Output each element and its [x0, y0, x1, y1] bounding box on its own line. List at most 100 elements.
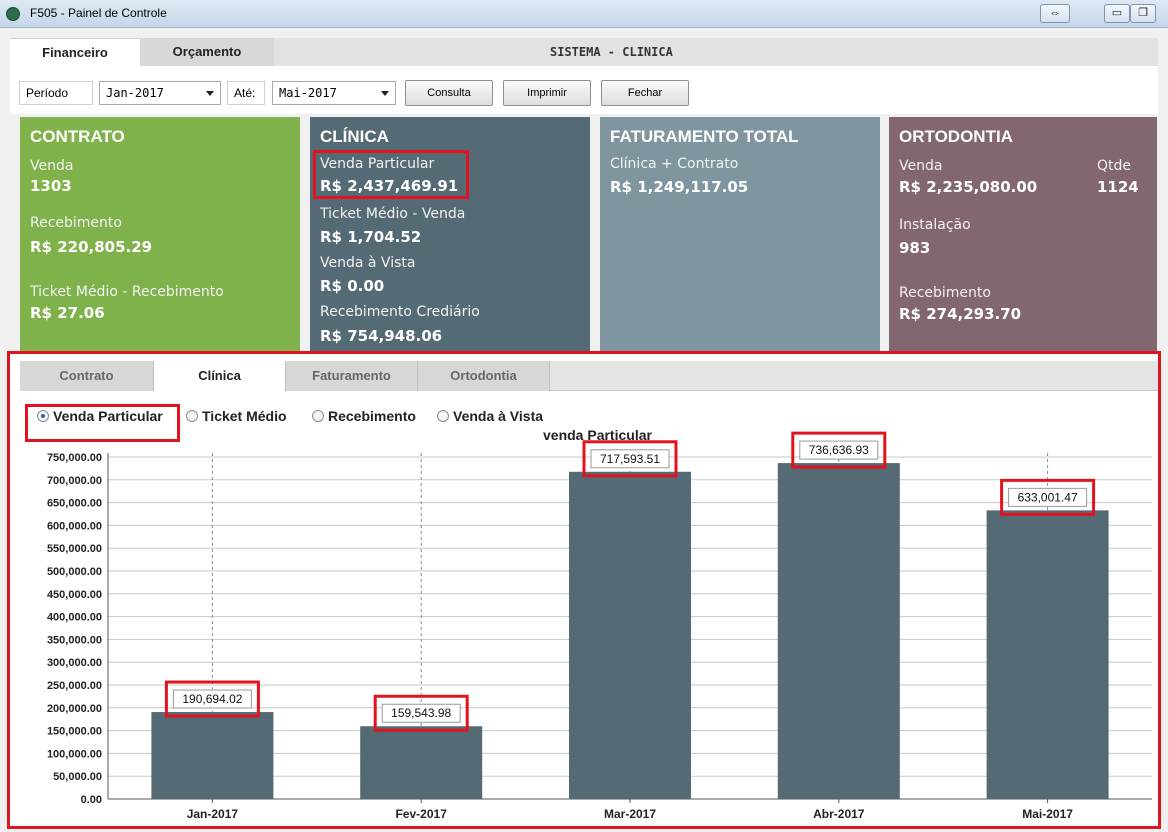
- contrato-venda-value: 1303: [30, 177, 72, 195]
- period-to-value: Mai-2017: [279, 86, 337, 100]
- faturamento-label: Clínica + Contrato: [610, 156, 739, 172]
- y-tick-label: 400,000.00: [47, 612, 102, 624]
- contrato-venda-label: Venda: [30, 158, 74, 174]
- card-ortodontia: ORTODONTIA Venda R$ 2,235,080.00 Qtde 11…: [889, 117, 1157, 353]
- radio-venda-vista[interactable]: Venda à Vista: [437, 408, 543, 424]
- value-label-box: [799, 440, 879, 460]
- faturamento-value: R$ 1,249,117.05: [610, 178, 749, 196]
- radio-ticket-label: Ticket Médio: [202, 408, 287, 424]
- system-title: SISTEMA - CLINICA: [550, 45, 673, 59]
- value-label-box: [381, 703, 461, 723]
- y-tick-label: 750,000.00: [47, 452, 102, 464]
- consulta-button[interactable]: Consulta: [405, 80, 493, 106]
- radio-recebimento-label: Recebimento: [328, 408, 416, 424]
- value-label-box: [1008, 487, 1088, 507]
- y-tick-label: 550,000.00: [47, 543, 102, 555]
- value-label-box: [590, 449, 670, 469]
- resize-arrows-icon[interactable]: ⇔: [1040, 4, 1070, 23]
- y-tick-label: 100,000.00: [47, 748, 102, 760]
- clinica-crediario-label: Recebimento Crediário: [320, 304, 480, 320]
- subtab-clinica[interactable]: Clínica: [154, 361, 286, 392]
- value-label: 717,593.51: [600, 452, 660, 466]
- card-contrato: CONTRATO Venda 1303 Recebimento R$ 220,8…: [20, 117, 300, 353]
- ortodontia-venda-label: Venda: [899, 158, 943, 174]
- window-title: F505 - Painel de Controle: [30, 6, 167, 20]
- x-tick-label: Mar-2017: [604, 807, 656, 821]
- radio-recebimento[interactable]: Recebimento: [312, 408, 416, 424]
- bar: [986, 510, 1109, 799]
- y-tick-label: 150,000.00: [47, 726, 102, 738]
- fechar-button[interactable]: Fechar: [601, 80, 689, 106]
- periodo-label: Período: [19, 81, 93, 105]
- clinica-ticket-label: Ticket Médio - Venda: [320, 206, 466, 222]
- chart-title: venda Particular: [543, 427, 652, 443]
- x-tick-label: Fev-2017: [396, 807, 448, 821]
- card-title: ORTODONTIA: [899, 127, 1013, 146]
- clinica-crediario-value: R$ 754,948.06: [320, 327, 443, 345]
- window-titlebar: F505 - Painel de Controle ⇔ ▭ ❐: [0, 0, 1168, 28]
- highlight-chart-area: [7, 351, 1161, 829]
- value-label: 190,694.02: [182, 692, 242, 706]
- highlight-value: [1000, 478, 1096, 516]
- ortodontia-qtde-label: Qtde: [1097, 158, 1132, 174]
- y-tick-label: 50,000.00: [53, 771, 102, 783]
- highlight-value: [582, 440, 678, 478]
- y-tick-label: 500,000.00: [47, 566, 102, 578]
- period-from-select[interactable]: Jan-2017: [99, 81, 221, 105]
- highlight-value: [373, 694, 469, 732]
- period-from-value: Jan-2017: [106, 86, 164, 100]
- contrato-ticket-label: Ticket Médio - Recebimento: [30, 284, 224, 300]
- card-title: CLÍNICA: [320, 127, 389, 146]
- tab-orcamento[interactable]: Orçamento: [140, 38, 274, 66]
- y-tick-label: 350,000.00: [47, 634, 102, 646]
- bar: [777, 463, 900, 799]
- card-title: CONTRATO: [30, 127, 125, 146]
- contrato-recebimento-label: Recebimento: [30, 215, 122, 231]
- subtab-faturamento[interactable]: Faturamento: [286, 361, 418, 391]
- y-tick-label: 250,000.00: [47, 680, 102, 692]
- y-tick-label: 300,000.00: [47, 657, 102, 669]
- ortodontia-recebimento-label: Recebimento: [899, 285, 991, 301]
- top-tabs: Financeiro Orçamento SISTEMA - CLINICA: [10, 38, 1158, 66]
- radio-venda-particular[interactable]: Venda Particular: [37, 408, 163, 424]
- y-tick-label: 450,000.00: [47, 589, 102, 601]
- highlight-value: [164, 680, 260, 718]
- bar: [151, 712, 274, 799]
- subtab-contrato[interactable]: Contrato: [20, 361, 154, 391]
- x-tick-label: Jan-2017: [187, 807, 239, 821]
- filter-bar: Período Jan-2017 Até: Mai-2017 Consulta …: [10, 66, 1158, 114]
- radio-vista-label: Venda à Vista: [453, 408, 544, 424]
- y-tick-label: 650,000.00: [47, 498, 102, 510]
- clinica-ticket-value: R$ 1,704.52: [320, 228, 422, 246]
- sub-tabs: Contrato Clínica Faturamento Ortodontia: [20, 361, 1158, 392]
- clinica-vista-label: Venda à Vista: [320, 255, 416, 271]
- y-tick-label: 0.00: [81, 794, 102, 806]
- tab-financeiro[interactable]: Financeiro: [10, 38, 140, 66]
- ate-label: Até:: [227, 81, 265, 105]
- clinica-vista-value: R$ 0.00: [320, 277, 385, 295]
- value-label: 736,636.93: [809, 443, 869, 457]
- card-clinica: CLÍNICA Venda Particular R$ 2,437,469.91…: [310, 117, 590, 353]
- imprimir-button[interactable]: Imprimir: [503, 80, 591, 106]
- clinica-venda-value: R$ 2,437,469.91: [320, 177, 459, 195]
- highlight-radio: [25, 404, 180, 442]
- chevron-down-icon: [206, 91, 214, 96]
- card-title: FATURAMENTO TOTAL: [610, 127, 799, 146]
- restore-button[interactable]: ❐: [1130, 4, 1156, 23]
- card-faturamento: FATURAMENTO TOTAL Clínica + Contrato R$ …: [600, 117, 880, 353]
- contrato-ticket-value: R$ 27.06: [30, 304, 105, 322]
- bar: [569, 471, 691, 799]
- app-icon: [6, 7, 20, 21]
- radio-ticket-medio[interactable]: Ticket Médio: [186, 408, 287, 424]
- ortodontia-instalacao-label: Instalação: [899, 217, 971, 233]
- ortodontia-instalacao-value: 983: [899, 239, 931, 257]
- period-to-select[interactable]: Mai-2017: [272, 81, 396, 105]
- subtab-ortodontia[interactable]: Ortodontia: [418, 361, 550, 391]
- radio-selected-icon: [37, 410, 49, 422]
- y-tick-label: 600,000.00: [47, 520, 102, 532]
- clinica-venda-label: Venda Particular: [320, 156, 435, 172]
- contrato-recebimento-value: R$ 220,805.29: [30, 238, 153, 256]
- minimize-button[interactable]: ▭: [1104, 4, 1130, 23]
- radio-icon: [437, 410, 449, 422]
